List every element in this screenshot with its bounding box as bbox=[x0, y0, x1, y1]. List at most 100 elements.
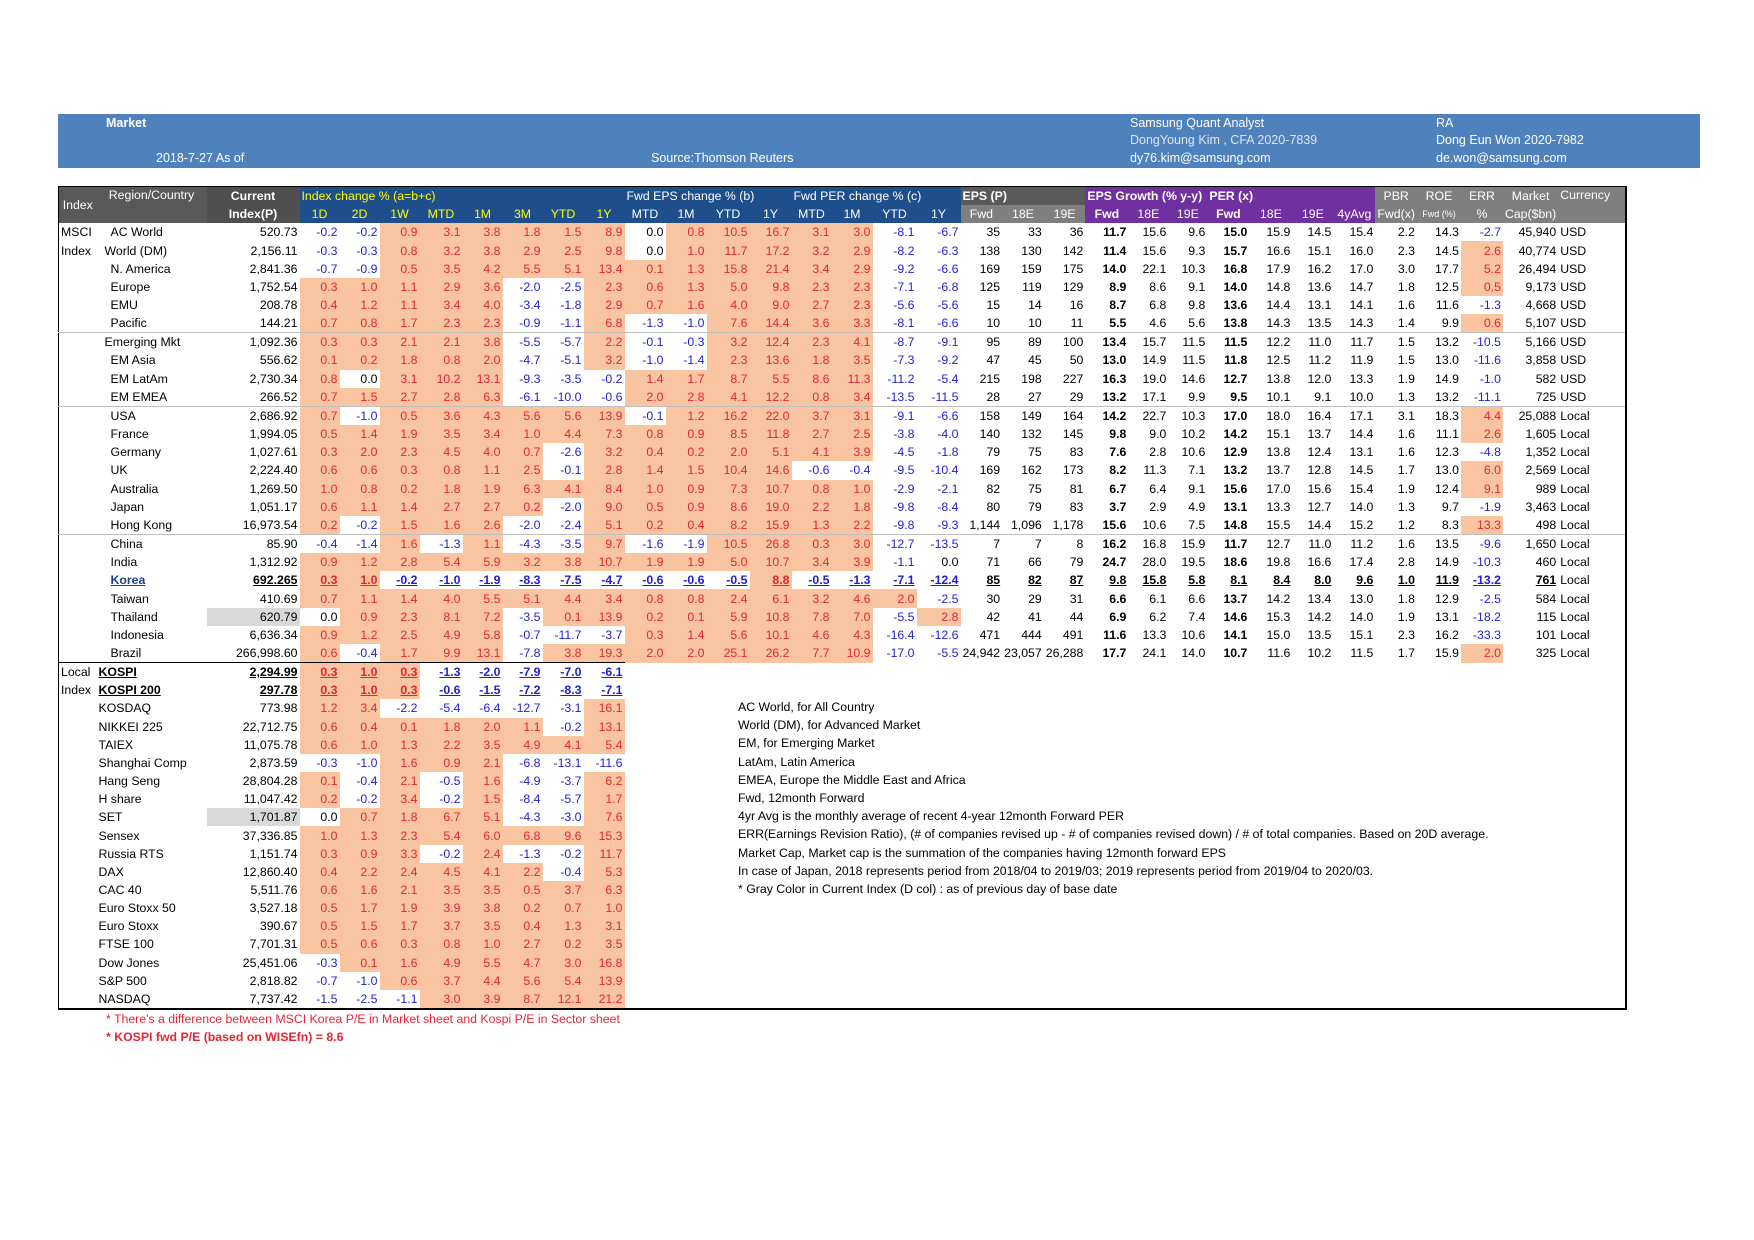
eps-change-cell: 10.5 bbox=[706, 533, 750, 554]
idx-cell: 3.4 bbox=[583, 589, 625, 608]
eps-change-cell: 14.4 bbox=[749, 314, 792, 333]
eps-cell: 215 bbox=[979, 371, 1001, 386]
idx-cell: -0.9 bbox=[356, 261, 378, 276]
idx-col-header-0: 1D bbox=[299, 205, 340, 224]
row-name: AC World bbox=[110, 225, 163, 240]
idx-cell: 2.7 bbox=[502, 935, 543, 954]
err-header-1: ERR bbox=[1460, 186, 1503, 206]
row-current: 11,047.42 bbox=[243, 792, 298, 807]
per-cell: 10.0 bbox=[1349, 389, 1374, 404]
idx-cell: 1.3 bbox=[542, 917, 584, 936]
idx-cell: 0.9 bbox=[299, 553, 340, 572]
eps-change-cell: 0.2 bbox=[665, 443, 707, 462]
per-change-cell: -7.3 bbox=[893, 353, 915, 368]
idx-cell: 0.6 bbox=[299, 497, 340, 516]
roe-cell: 18.3 bbox=[1416, 405, 1461, 426]
idx-cell: -3.0 bbox=[560, 810, 582, 825]
idx-cell: 1.0 bbox=[299, 479, 340, 498]
eps-change-cell: 1.6 bbox=[665, 295, 707, 315]
roe-cell: 17.7 bbox=[1435, 261, 1459, 276]
idx-cell: -2.6 bbox=[560, 445, 582, 460]
idx-cell: 2.7 bbox=[462, 497, 503, 516]
eps-growth-cell: 15.9 bbox=[1168, 533, 1208, 554]
footnote-line: * KOSPI fwd P/E (based on WISEfn) = 8.6 bbox=[106, 1030, 344, 1044]
eps-change-cell: 25.1 bbox=[706, 643, 750, 663]
per-change-cell: -5.5 bbox=[893, 609, 915, 624]
row-group bbox=[59, 699, 97, 717]
idx-cell: 3.4 bbox=[419, 295, 463, 315]
note-line: AC World, for All Country bbox=[738, 700, 875, 714]
eps-growth-cell: 24.7 bbox=[1102, 555, 1127, 570]
row-current: 1,027.61 bbox=[249, 445, 298, 460]
eps-change-cell: 10.4 bbox=[706, 461, 750, 480]
per-cell: 13.3 bbox=[1266, 499, 1291, 514]
idx-cell: 1.8 bbox=[419, 479, 463, 498]
eps-growth-cell: 16.3 bbox=[1102, 371, 1127, 386]
index-header: Index bbox=[58, 186, 97, 224]
local-index-row: SET 1,701.87 0.0 0.7 1.8 6.7 5.1 -4.3 -3.0 7.6 bbox=[59, 808, 1627, 827]
currency-cell: Local bbox=[1560, 591, 1590, 606]
idx-cell: -6.1 bbox=[583, 662, 625, 682]
analyst-1-email[interactable]: dy76.kim@samsung.com bbox=[1130, 151, 1271, 165]
currency-header: Currency bbox=[1558, 186, 1627, 224]
idx-cell: 4.7 bbox=[502, 953, 543, 972]
note-line: ERR(Earnings Revision Ratio), (# of comp… bbox=[738, 827, 1489, 842]
err-cell: 9.1 bbox=[1460, 479, 1503, 498]
eps-growth-cell: 10.3 bbox=[1168, 405, 1208, 426]
pbr-cell: 1.9 bbox=[1397, 609, 1415, 624]
idx-cell: 10.7 bbox=[583, 553, 625, 572]
per-change-cell: 0.0 bbox=[941, 555, 959, 570]
row-name: SET bbox=[98, 810, 123, 825]
idx-cell: -0.2 bbox=[439, 846, 461, 861]
err-cell: -18.2 bbox=[1472, 609, 1501, 624]
eps-growth-cell: 10.2 bbox=[1181, 427, 1206, 442]
idx-cell: 1.1 bbox=[462, 461, 503, 480]
idx-cell: 1.1 bbox=[502, 717, 543, 736]
idx-cell: 0.4 bbox=[299, 295, 340, 315]
idx-cell: -5.4 bbox=[439, 701, 461, 716]
idx-cell: -3.4 bbox=[519, 298, 541, 313]
idx-cell: 0.6 bbox=[379, 971, 420, 990]
idx-cell: 3.5 bbox=[462, 880, 503, 900]
analyst-2-email[interactable]: de.won@samsung.com bbox=[1436, 151, 1567, 165]
per-cell: 16.8 bbox=[1223, 261, 1248, 276]
per-change-cell: 3.7 bbox=[791, 405, 832, 426]
eps-change-cell: 0.2 bbox=[624, 607, 666, 626]
roe-header-1: ROE bbox=[1416, 186, 1461, 206]
idx-cell: -1.3 bbox=[419, 662, 463, 682]
idx-cell: -0.7 bbox=[519, 627, 541, 642]
idx-cell: 2.3 bbox=[462, 314, 503, 333]
mcap-cell: 1,352 bbox=[1525, 445, 1557, 460]
row-current: 16,973.54 bbox=[242, 517, 298, 532]
note-line: 4yr Avg is the monthly average of recent… bbox=[738, 809, 1124, 824]
idx-cell: 1.6 bbox=[419, 515, 463, 535]
row-name: Europe bbox=[110, 279, 151, 294]
currency-cell: USD bbox=[1560, 298, 1587, 313]
row-name: EMU bbox=[110, 298, 138, 313]
idx-cell: 3.2 bbox=[583, 443, 625, 462]
currency-cell: USD bbox=[1558, 332, 1627, 352]
err-cell: -1.9 bbox=[1479, 499, 1501, 514]
idx-cell: 4.5 bbox=[419, 443, 463, 462]
idx-cell: 5.4 bbox=[583, 735, 625, 754]
idx-cell: -11.7 bbox=[554, 627, 582, 642]
per-change-cell: 3.0 bbox=[831, 223, 873, 242]
eps-cell: 75 bbox=[1028, 481, 1042, 496]
idx-cell: 5.3 bbox=[583, 862, 625, 881]
idx-cell: 0.5 bbox=[502, 880, 543, 900]
eps-cell: 158 bbox=[960, 405, 1003, 426]
pbr-cell: 1.3 bbox=[1397, 499, 1415, 514]
row-current: 2,224.40 bbox=[249, 463, 298, 478]
eps-change-cell: 7.3 bbox=[706, 479, 750, 498]
idx-cell: -1.1 bbox=[560, 316, 582, 331]
idx-cell: -9.3 bbox=[519, 371, 541, 386]
row-group bbox=[59, 881, 97, 899]
idx-cell: 6.3 bbox=[583, 880, 625, 900]
eps-cell: 145 bbox=[1062, 427, 1084, 442]
row-group bbox=[59, 388, 97, 407]
currency-cell: USD bbox=[1560, 353, 1587, 368]
mcap-cell: 45,940 bbox=[1518, 225, 1557, 240]
roe-cell: 14.9 bbox=[1435, 371, 1459, 386]
idx-cell: 5.9 bbox=[462, 553, 503, 572]
sheet-title: Market bbox=[106, 116, 147, 130]
